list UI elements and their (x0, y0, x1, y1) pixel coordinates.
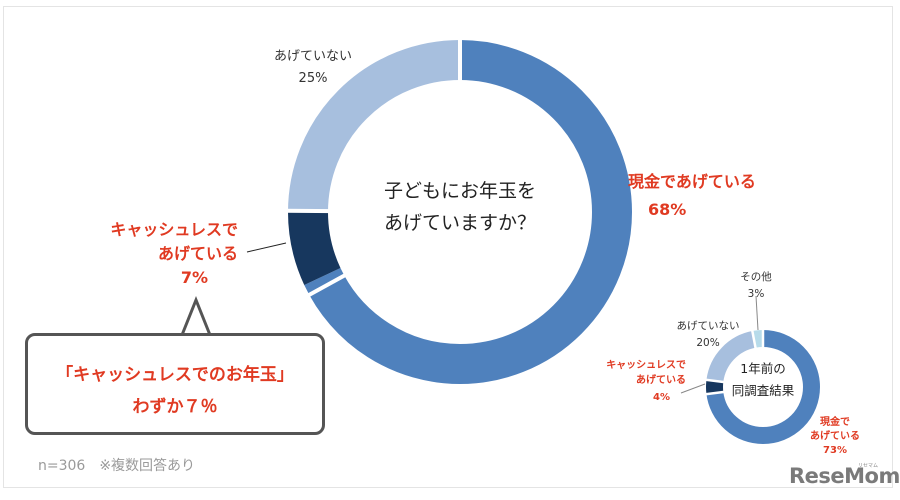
label-name-line-1: キャッシュレスで (110, 220, 238, 239)
leader-line-other (755, 295, 759, 331)
label-value: 25% (298, 71, 328, 86)
resemom-logo: ReseMom (789, 464, 900, 488)
label-name: その他 (740, 271, 772, 283)
label-name: あげていない (273, 49, 352, 64)
label-value: 73% (823, 445, 847, 456)
main-chart-question: 子どもにお年玉を あげていますか？ (360, 175, 560, 239)
small-label-cash: 現金で あげている 73% (800, 416, 870, 458)
label-name-line-2: あげている (157, 244, 238, 263)
label-name-line-1: キャッシュレスで (606, 360, 686, 371)
label-name: あげていない (676, 320, 740, 332)
label-value: 7% (180, 268, 208, 287)
small-title-line-2: 同調査結果 (731, 383, 795, 398)
small-chart-title: 1年前の 同調査結果 (718, 358, 808, 402)
leader-line-cashless (246, 242, 287, 253)
small-label-other: その他 3% (726, 269, 786, 303)
small-slice-cashless (706, 330, 820, 444)
label-value: 68% (648, 200, 687, 219)
main-donut (283, 36, 632, 384)
leader-line-small-cashless (680, 383, 706, 394)
small-label-not-giving: あげていない 20% (668, 318, 748, 352)
small-label-cashless: キャッシュレスで あげている 4% (592, 358, 686, 405)
small-donut (703, 327, 820, 444)
callout-pointer (180, 295, 212, 336)
callout-box: 「キャッシュレスでのお年玉」 わずか７％ (25, 333, 325, 435)
label-name-line-1: 現金で (820, 417, 850, 428)
footnote: n=306 ※複数回答あり (38, 458, 196, 474)
label-name-line-2: あげている (810, 431, 860, 442)
label-name: 現金であげている (628, 172, 756, 191)
label-value: 20% (696, 337, 720, 349)
label-name-line-2: あげている (636, 375, 686, 386)
question-line-1: 子どもにお年玉を (383, 180, 536, 202)
label-cash: 現金であげている 68% (628, 168, 788, 224)
question-line-2: あげていますか？ (383, 212, 536, 234)
resemom-logo-ruby: リセマム (858, 463, 879, 469)
callout-line-1: 「キャッシュレスでのお年玉」 (56, 365, 294, 385)
label-cashless: キャッシュレスで あげている 7% (88, 218, 238, 290)
label-value: 4% (653, 392, 670, 403)
small-title-line-1: 1年前の (740, 361, 786, 376)
image-frame (3, 6, 893, 488)
label-not-giving: あげていない 25% (258, 46, 368, 90)
callout-line-2: わずか７％ (132, 397, 218, 417)
label-value: 3% (747, 288, 765, 300)
